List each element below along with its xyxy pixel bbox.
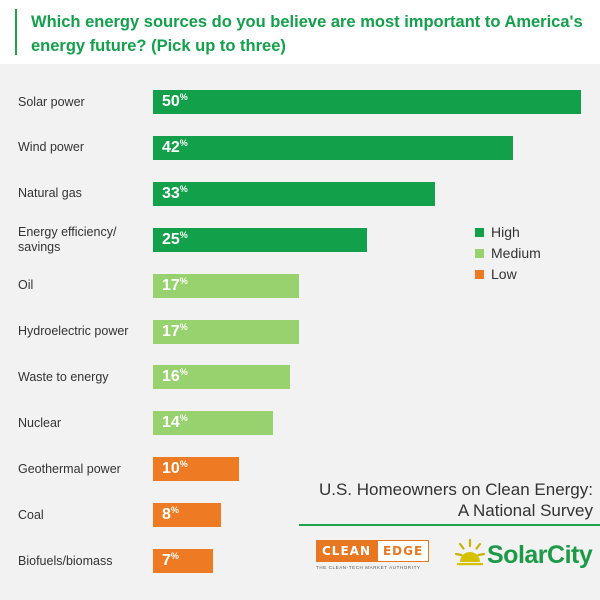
percent-sign: % — [179, 459, 188, 470]
bar-value: 17 — [162, 322, 180, 340]
category-label: Energy efficiency/ savings — [18, 224, 117, 254]
bar-value-label: 50% — [162, 90, 188, 114]
category-label: Coal — [18, 507, 44, 522]
category-label: Oil — [18, 278, 34, 293]
cleanedge-clean-text: CLEAN — [316, 540, 377, 562]
bar-value: 7 — [162, 552, 171, 569]
report-title: U.S. Homeowners on Clean Energy: A Natio… — [293, 479, 593, 521]
percent-sign: % — [179, 413, 188, 424]
report-title-line-2: A National Survey — [457, 501, 593, 520]
bar-value: 17 — [162, 276, 180, 294]
bar — [153, 411, 273, 436]
solarcity-logo: SolarCity — [454, 536, 594, 576]
bar-value-label: 14% — [162, 411, 188, 435]
bar — [153, 90, 581, 114]
bar-value: 50 — [162, 93, 180, 110]
legend-swatch — [475, 270, 484, 279]
category-label: Natural gas — [18, 186, 82, 201]
bar — [153, 227, 367, 252]
cleanedge-logo: CLEAN EDGE THE CLEAN-TECH MARKET AUTHORI… — [316, 540, 446, 574]
category-label: Waste to energy — [18, 369, 109, 384]
bar-value: 33 — [162, 184, 180, 202]
bar — [153, 457, 239, 482]
percent-sign: % — [179, 92, 188, 102]
bar-value: 25 — [162, 230, 180, 248]
bar-value: 10 — [162, 460, 180, 478]
percent-sign: % — [179, 137, 188, 148]
category-label: Biofuels/biomass — [18, 553, 113, 568]
bar-value-label: 7% — [162, 549, 179, 573]
percent-sign: % — [170, 505, 179, 516]
category-label: Wind power — [18, 140, 84, 155]
bar-value-label: 33% — [162, 182, 188, 206]
header: Which energy sources do you believe are … — [0, 0, 600, 64]
bar — [153, 273, 299, 298]
legend-label: Medium — [491, 245, 541, 261]
bar-value-label: 42% — [162, 136, 188, 160]
bar-value-label: 8% — [162, 503, 179, 527]
bar-value: 16 — [162, 368, 180, 386]
bar-value-label: 25% — [162, 228, 188, 252]
percent-sign: % — [179, 275, 188, 286]
bar-value-label: 16% — [162, 365, 188, 389]
bar — [153, 503, 222, 528]
bar — [153, 319, 299, 344]
bar — [153, 365, 290, 390]
bar — [153, 135, 513, 160]
bar-value-label: 17% — [162, 320, 188, 344]
percent-sign: % — [179, 229, 188, 240]
header-accent-rule — [15, 9, 17, 55]
legend-label: Low — [491, 266, 517, 282]
cleanedge-tagline: THE CLEAN-TECH MARKET AUTHORITY — [316, 565, 421, 570]
bar-value-label: 10% — [162, 457, 188, 481]
cleanedge-wordmark: CLEAN EDGE — [316, 540, 430, 562]
percent-sign: % — [170, 551, 179, 561]
chart-title: Which energy sources do you believe are … — [31, 13, 583, 55]
legend-item: High — [475, 224, 585, 242]
bar-value: 42 — [162, 138, 180, 156]
legend-swatch — [475, 249, 484, 258]
bar — [153, 549, 213, 573]
report-title-line-1: U.S. Homeowners on Clean Energy: — [318, 480, 593, 499]
cleanedge-edge-text: EDGE — [376, 540, 430, 562]
report-divider — [299, 524, 600, 526]
category-label: Solar power — [18, 94, 85, 109]
sun-icon — [454, 538, 486, 566]
bar-value: 14 — [162, 414, 180, 432]
bar — [153, 181, 436, 206]
category-label: Geothermal power — [18, 461, 121, 476]
legend-swatch — [475, 228, 484, 237]
category-label: Nuclear — [18, 415, 62, 430]
percent-sign: % — [179, 183, 188, 194]
bar-value: 8 — [162, 506, 171, 524]
legend-item: Medium — [475, 245, 585, 263]
percent-sign: % — [179, 367, 188, 378]
legend-label: High — [491, 224, 520, 240]
bar-value-label: 17% — [162, 274, 188, 298]
solarcity-wordmark: SolarCity — [487, 541, 593, 569]
percent-sign: % — [179, 321, 188, 332]
category-label: Hydroelectric power — [18, 324, 129, 338]
legend-item: Low — [475, 266, 585, 284]
